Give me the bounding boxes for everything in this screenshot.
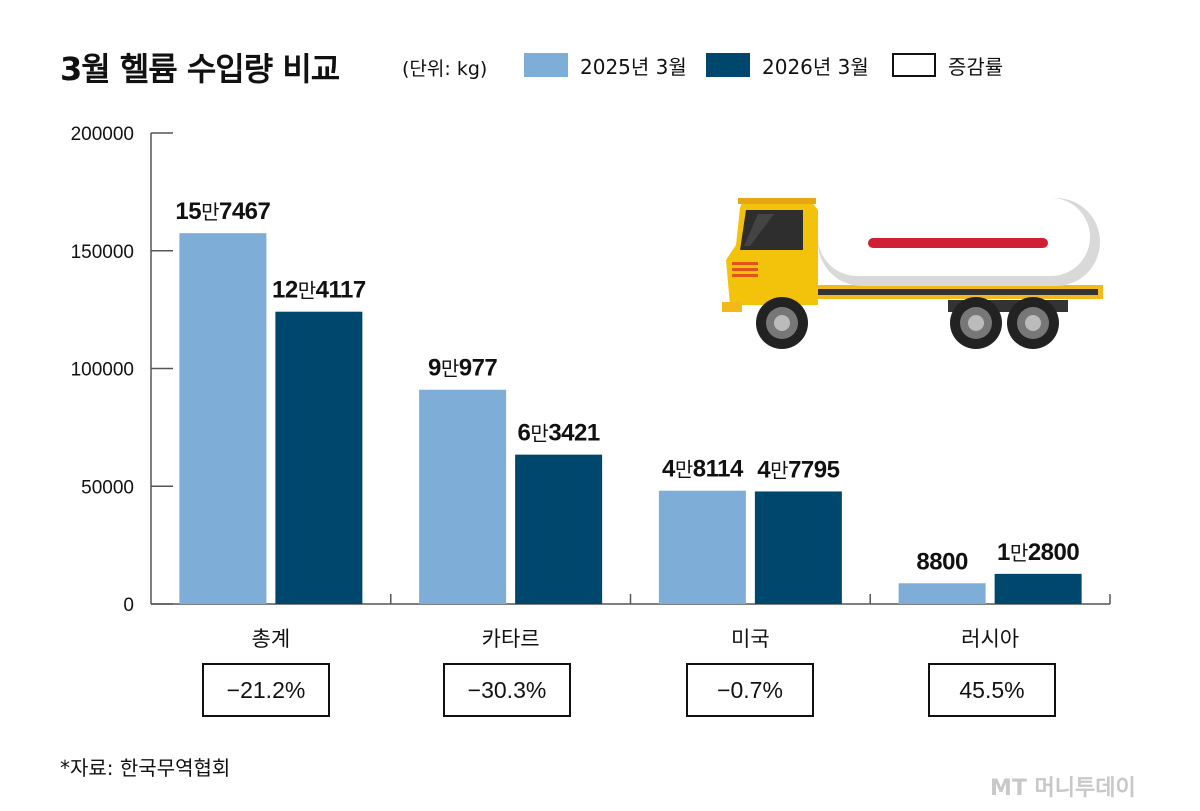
legend-label-2026: 2026년 3월 [762,54,869,79]
data-label: 8800 [916,548,968,575]
data-label: 4만7795 [757,456,839,483]
bar-2026 [515,454,603,604]
bar-2026 [994,573,1082,604]
y-tick-label: 150000 [71,242,134,263]
legend-item-change: 증감률 [892,52,1004,79]
source-note: *자료: 한국무역협회 [60,756,231,780]
change-rate-box-0: −21.2% [202,663,330,717]
data-label: 12만4117 [272,277,366,304]
bar-2025 [419,389,507,604]
data-label: 15만7467 [175,198,270,225]
legend-item-2026: 2026년 3월 [706,52,869,79]
category-label: 총계 [252,627,291,651]
change-rate-box-3: 45.5% [928,663,1056,717]
data-label: 4만8114 [662,456,744,483]
bar-2025 [658,490,746,604]
legend-item-2025: 2025년 3월 [524,52,687,79]
y-tick-label: 0 [123,595,134,616]
change-rate-box-1: −30.3% [443,663,571,717]
category-label: 러시아 [961,627,1019,651]
bar-2026 [754,491,842,604]
bar-2026 [275,311,363,604]
watermark-logo: MT 머니투데이 [990,776,1136,801]
category-label: 미국 [731,627,770,651]
y-tick-label: 200000 [71,124,134,145]
bar-2025 [898,583,986,604]
legend-label-change: 증감률 [948,54,1004,79]
legend-swatch-2026 [706,53,750,77]
data-label: 9만977 [428,355,497,382]
y-tick-label: 50000 [81,477,134,498]
chart-title: 3월 헬륨 수입량 비교 [60,50,340,88]
y-tick-label: 100000 [71,360,134,381]
category-label: 카타르 [482,627,540,651]
legend-swatch-change [892,53,936,77]
unit-label: (단위: kg) [402,58,488,80]
legend-swatch-2025 [524,53,568,77]
tanker-truck-icon [722,198,1103,349]
change-rate-box-2: −0.7% [686,663,814,717]
bar-2025 [179,233,267,604]
data-label: 1만2800 [997,539,1079,566]
data-label: 6만3421 [518,420,600,447]
legend-label-2025: 2025년 3월 [580,54,687,79]
